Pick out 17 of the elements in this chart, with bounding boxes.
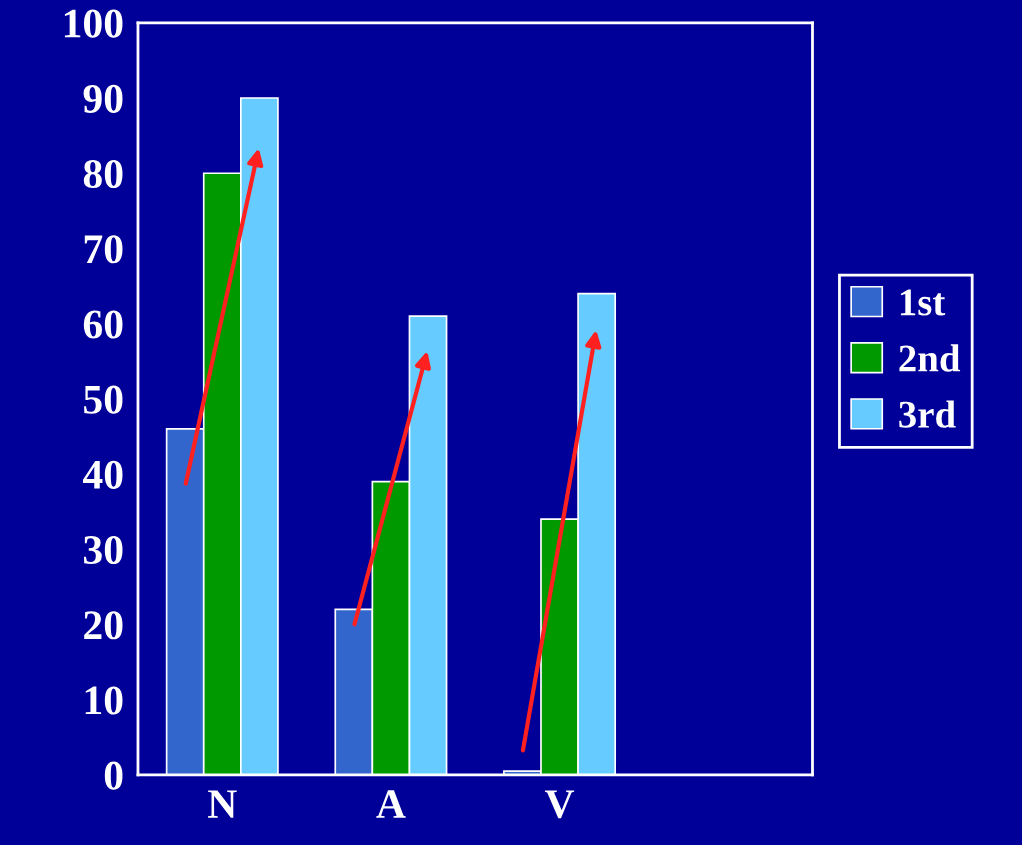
y-tick-label: 80 [83,159,123,189]
x-tick-label: A [376,790,406,818]
y-tick-label: 70 [84,235,123,264]
legend-label: 1st [900,289,946,316]
y-tick-label: 60 [83,310,123,339]
legend-label: 3rd [899,400,956,428]
y-tick-label: 20 [84,611,123,640]
y-tick-label: 10 [85,686,123,715]
y-tick-label: 30 [83,536,123,565]
y-tick-label: 50 [84,385,123,414]
y-tick-label: 90 [83,84,123,113]
x-tick-label: N [208,790,237,818]
y-tick-label: 100 [64,9,123,38]
y-tick-label: 40 [82,460,123,489]
x-tick-label: V [544,790,575,819]
legend-label: 2nd [899,344,961,372]
y-tick-label: 0 [104,761,123,790]
